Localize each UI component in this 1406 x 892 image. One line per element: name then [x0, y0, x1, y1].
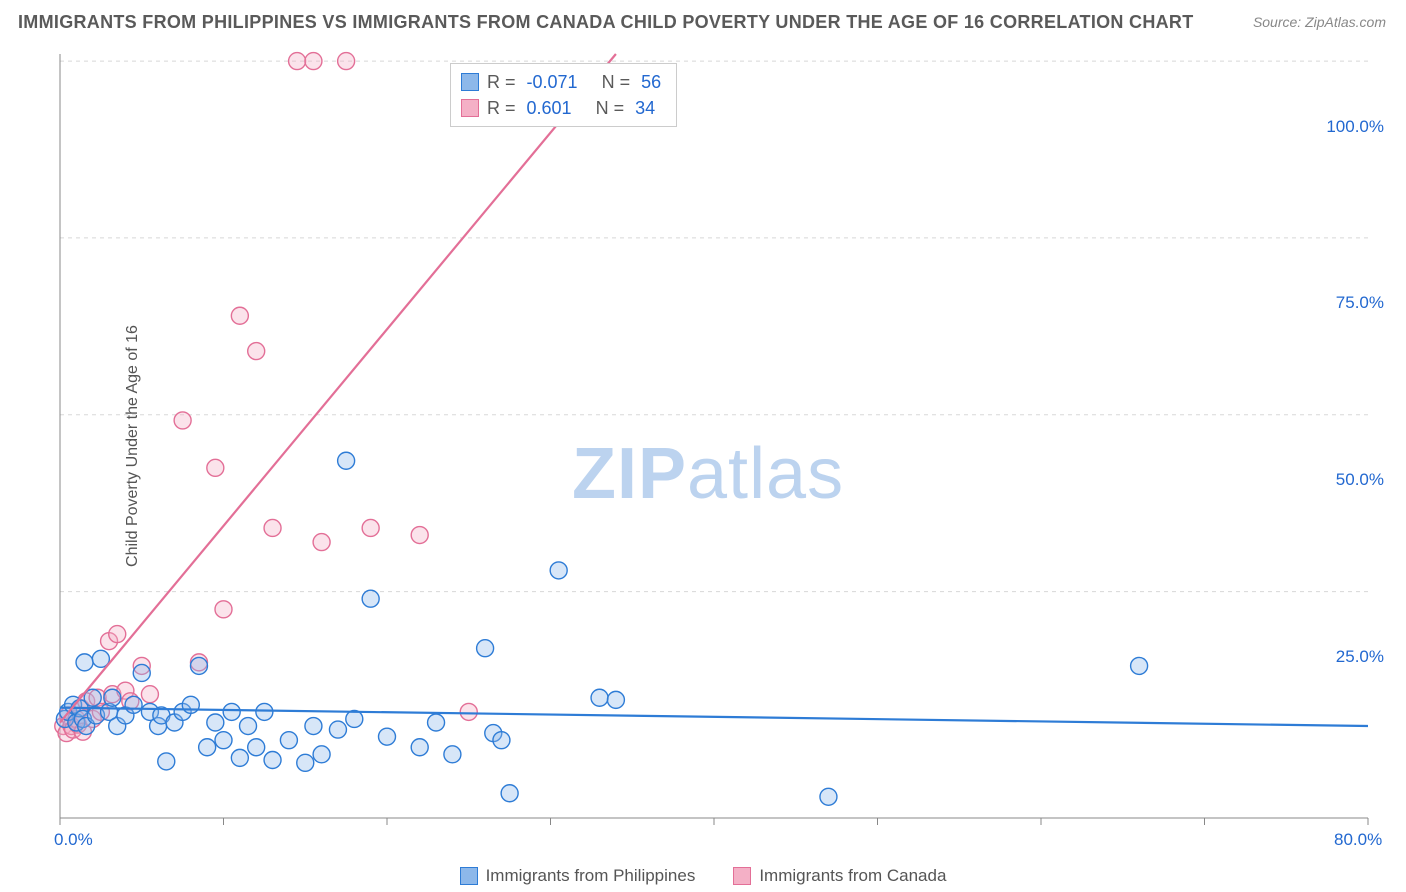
- x-tick-label: 80.0%: [1334, 830, 1382, 850]
- swatch-canada-icon: [733, 867, 751, 885]
- legend-item-canada: Immigrants from Canada: [733, 866, 946, 886]
- legend-item-philippines: Immigrants from Philippines: [460, 866, 696, 886]
- correlation-legend: R = -0.071 N = 56 R = 0.601 N = 34: [450, 63, 677, 127]
- r-label: R =: [487, 69, 516, 95]
- bottom-legend: Immigrants from Philippines Immigrants f…: [0, 866, 1406, 886]
- chart-area: ZIPatlas R = -0.071 N = 56 R = 0.601 N =…: [52, 48, 1390, 846]
- y-tick-label: 75.0%: [1336, 293, 1384, 313]
- source-credit: Source: ZipAtlas.com: [1253, 14, 1386, 30]
- scatter-chart-svg: [52, 48, 1390, 846]
- swatch-philippines-icon: [460, 867, 478, 885]
- y-tick-label: 50.0%: [1336, 470, 1384, 490]
- swatch-canada: [461, 99, 479, 117]
- chart-title: IMMIGRANTS FROM PHILIPPINES VS IMMIGRANT…: [18, 12, 1194, 33]
- y-tick-label: 100.0%: [1326, 117, 1384, 137]
- r-value-canada: 0.601: [524, 95, 575, 121]
- n-label: N =: [596, 95, 625, 121]
- legend-row-philippines: R = -0.071 N = 56: [461, 69, 664, 95]
- r-label: R =: [487, 95, 516, 121]
- legend-label-philippines: Immigrants from Philippines: [486, 866, 696, 886]
- n-value-canada: 34: [632, 95, 658, 121]
- legend-row-canada: R = 0.601 N = 34: [461, 95, 664, 121]
- n-label: N =: [602, 69, 631, 95]
- swatch-philippines: [461, 73, 479, 91]
- y-tick-label: 25.0%: [1336, 647, 1384, 667]
- legend-label-canada: Immigrants from Canada: [759, 866, 946, 886]
- source-label: Source:: [1253, 14, 1301, 30]
- r-value-philippines: -0.071: [524, 69, 581, 95]
- source-value: ZipAtlas.com: [1305, 14, 1386, 30]
- n-value-philippines: 56: [638, 69, 664, 95]
- x-tick-label: 0.0%: [54, 830, 93, 850]
